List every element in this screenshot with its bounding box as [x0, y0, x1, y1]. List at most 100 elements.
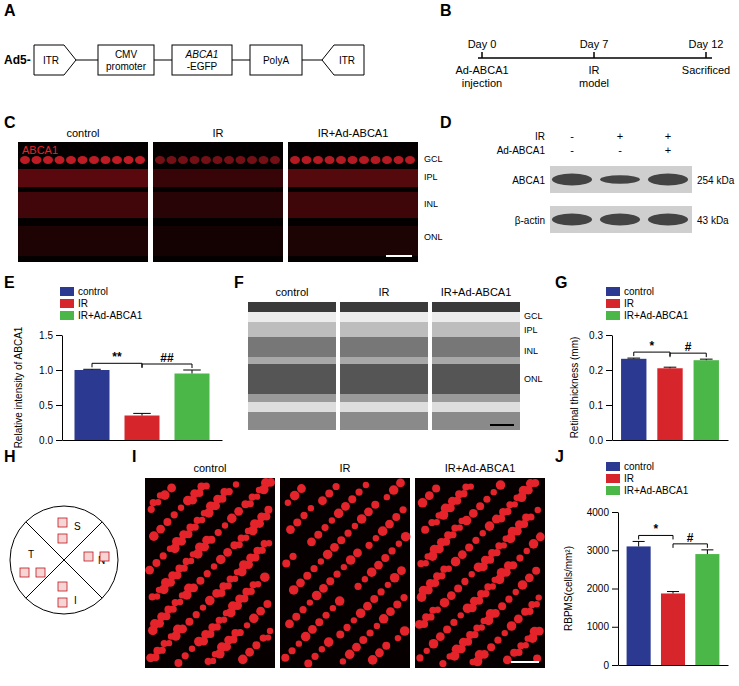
y-axis: 0.00.51.01.5 [39, 330, 62, 446]
cell [281, 654, 289, 662]
legend-swatch [60, 299, 74, 308]
cell [319, 646, 325, 652]
gcl-cell [101, 156, 111, 164]
cell [464, 638, 472, 646]
error-bar [133, 413, 151, 415]
cell [482, 590, 489, 597]
gcl-cell [382, 156, 392, 164]
cell [222, 642, 231, 651]
cell [368, 655, 378, 665]
y-axis: 01000200030004000 [587, 507, 619, 671]
oct-band [248, 337, 336, 357]
cell [396, 541, 402, 547]
panel-label: D [440, 114, 452, 131]
cell [424, 586, 433, 595]
sample-field [36, 568, 45, 577]
cell [476, 502, 484, 510]
error-bar-cap [627, 358, 640, 359]
cell [490, 583, 496, 589]
cell [520, 520, 528, 528]
cell [296, 640, 302, 646]
sign-label: + [665, 130, 671, 142]
row-label: IR [535, 131, 545, 142]
cell [255, 519, 264, 528]
cell [469, 509, 478, 518]
panel-label: I [132, 448, 136, 465]
bar [125, 416, 160, 441]
cell [454, 584, 462, 592]
oct-band [432, 312, 520, 322]
gcl-cell [55, 156, 65, 164]
if-image [18, 142, 148, 262]
cell [523, 642, 529, 648]
cell [215, 529, 222, 536]
cell [509, 561, 517, 569]
cell [155, 499, 161, 505]
oct-image [340, 302, 428, 430]
cell [473, 657, 483, 667]
day-label: Day 7 [580, 38, 609, 50]
significance-label: * [650, 339, 655, 353]
legend-label: IR [624, 473, 634, 484]
cell [189, 645, 195, 651]
cell [513, 589, 519, 595]
cell [450, 619, 457, 626]
event-label: model [579, 77, 609, 89]
blot-band [600, 175, 640, 183]
gcl-cell [66, 156, 76, 164]
cell [515, 649, 522, 656]
image-background [415, 478, 545, 668]
cell [374, 623, 380, 629]
cell [373, 535, 379, 541]
error-bar [701, 550, 713, 554]
cell [389, 485, 399, 495]
cell [401, 532, 411, 542]
legend-swatch [60, 287, 74, 296]
cell [255, 581, 261, 587]
cell [535, 507, 541, 513]
cell [498, 602, 506, 610]
image-background [280, 478, 410, 668]
cell [166, 640, 172, 646]
cell [248, 526, 258, 536]
cell [341, 502, 350, 511]
cell [300, 512, 307, 519]
tick-mark [56, 335, 62, 336]
error-bar-cap [633, 541, 645, 542]
cell [528, 633, 538, 643]
cell [252, 641, 260, 649]
cell [225, 582, 232, 589]
condition-label: IR [213, 127, 224, 139]
gcl-cell [394, 156, 404, 164]
cell [148, 506, 155, 513]
sample-field [58, 598, 67, 607]
panel-label: E [4, 274, 15, 291]
gcl-cell [313, 156, 323, 164]
cell [385, 582, 391, 588]
sample-field [58, 534, 67, 543]
cell [326, 577, 334, 585]
cell [315, 618, 323, 626]
gcl-cell [89, 156, 99, 164]
cell [182, 652, 189, 659]
legend-label: IR+Ad-ABCA1 [78, 310, 143, 321]
cell [352, 523, 358, 529]
error-bar-cap [701, 549, 713, 550]
cell [178, 625, 187, 634]
oct-band [432, 302, 520, 312]
tick-label: 0.0 [39, 435, 53, 446]
image-background [145, 478, 275, 668]
image-background [18, 142, 148, 262]
tick-label: 0.1 [589, 400, 603, 411]
legend-swatch [606, 311, 620, 320]
cell [486, 556, 494, 564]
cell [307, 599, 313, 605]
cell [377, 588, 384, 595]
oct-band [340, 312, 428, 322]
tick-mark [612, 589, 618, 590]
error-bar-stem [707, 550, 708, 554]
cell [427, 613, 434, 620]
cell [356, 608, 366, 618]
cell [457, 524, 463, 530]
oct-band [432, 394, 520, 402]
